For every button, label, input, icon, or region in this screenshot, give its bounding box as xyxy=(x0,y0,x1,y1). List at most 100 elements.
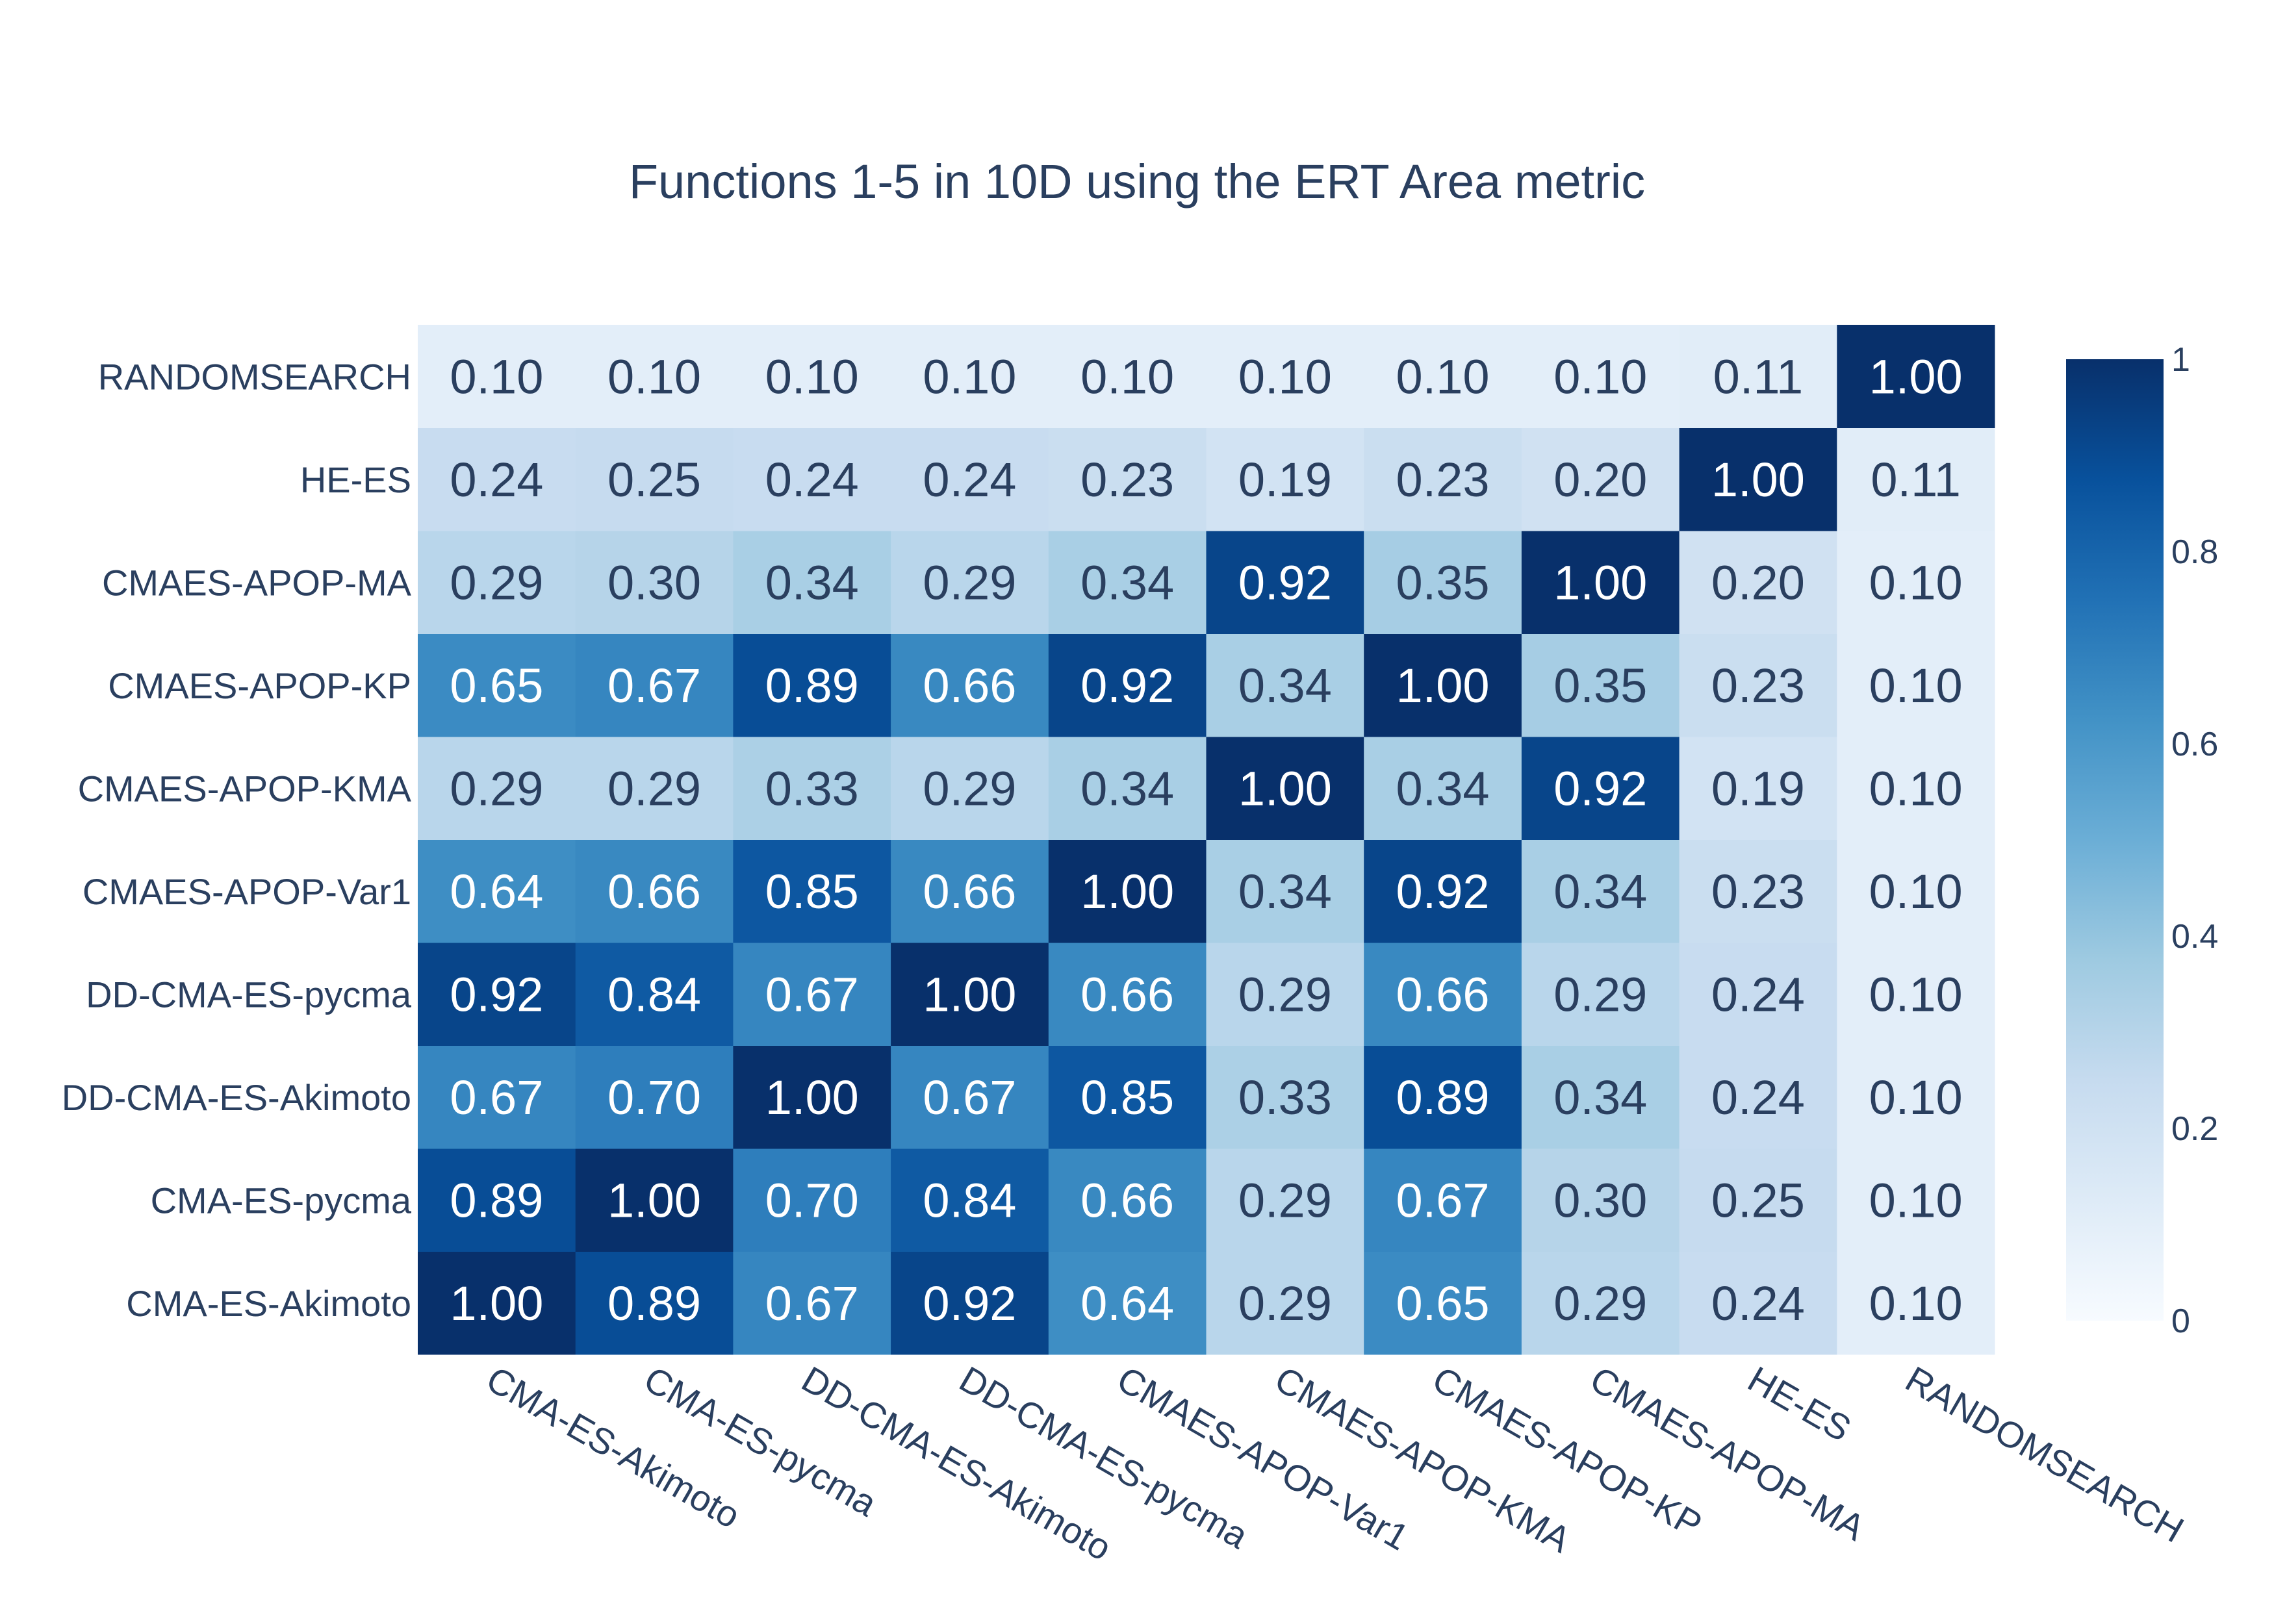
cell-value-label: 0.30 xyxy=(1553,1173,1647,1227)
cell-value-label: 0.33 xyxy=(1238,1071,1332,1124)
heatmap-cell xyxy=(418,737,576,840)
cell-value-label: 0.34 xyxy=(1238,659,1332,713)
heatmap-cell xyxy=(733,1148,891,1252)
cell-value-label: 0.10 xyxy=(1869,1071,1963,1124)
y-tick-label: CMAES-APOP-KP xyxy=(108,665,411,706)
cell-value-label: 0.29 xyxy=(450,761,543,815)
colorbar-tick-label: 0.8 xyxy=(2171,533,2218,571)
y-axis-labels: CMA-ES-Akimoto CMA-ES-pycma DD-CMA-ES-Akim… xyxy=(62,356,412,1324)
cell-value-label: 0.92 xyxy=(1238,555,1332,609)
heatmap-cell xyxy=(891,943,1049,1046)
cell-value-label: 0.92 xyxy=(1553,761,1647,815)
heatmap-cell xyxy=(891,633,1049,737)
heatmap-cell xyxy=(1521,1045,1680,1149)
heatmap-cell xyxy=(1837,1045,1995,1149)
cell-value-label: 0.23 xyxy=(1396,453,1490,507)
x-tick-label: CMAES-APOP-MA xyxy=(1583,1358,1872,1549)
cell-value-label: 0.10 xyxy=(607,349,701,403)
heatmap-cell xyxy=(1679,531,1837,634)
x-tick-label: CMA-ES-Akimoto xyxy=(479,1358,747,1536)
cell-value-label: 0.66 xyxy=(923,865,1016,919)
cell-value-label: 0.92 xyxy=(1080,659,1174,713)
cell-value-label: 1.00 xyxy=(765,1071,859,1124)
heatmap-cell xyxy=(1206,1148,1364,1252)
cell-value-label: 0.30 xyxy=(607,555,701,609)
heatmap-cell xyxy=(575,1251,734,1355)
colorbar-ticks: 0 0.2 0.4 0.6 0.8 1 xyxy=(2171,341,2218,1340)
heatmap-cell xyxy=(1679,1148,1837,1252)
y-tick-label: CMAES-APOP-KMA xyxy=(78,768,412,809)
heatmap-cell xyxy=(1364,427,1522,531)
heatmap-cell xyxy=(1206,943,1364,1046)
heatmap-cell xyxy=(1364,633,1522,737)
heatmap-cell xyxy=(1521,943,1680,1046)
cell-value-label: 0.24 xyxy=(1711,1276,1805,1330)
cell-value-label: 0.29 xyxy=(1238,1173,1332,1227)
heatmap-cell xyxy=(1679,1251,1837,1355)
heatmap-cell xyxy=(1837,1251,1995,1355)
cell-value-label: 0.24 xyxy=(450,453,543,507)
y-tick-label: RANDOMSEARCH xyxy=(98,356,411,397)
heatmap-cell xyxy=(733,531,891,634)
cell-value-label: 0.67 xyxy=(765,967,859,1021)
cell-value-label: 0.66 xyxy=(923,659,1016,713)
cell-value-label: 0.92 xyxy=(450,967,543,1021)
cell-value-label: 0.20 xyxy=(1553,453,1647,507)
cell-value-label: 0.89 xyxy=(1396,1071,1490,1124)
heatmap-cell xyxy=(733,1251,891,1355)
heatmap-cell xyxy=(1679,943,1837,1046)
x-tick-label: RANDOMSEARCH xyxy=(1899,1358,2191,1551)
cell-value-label: 0.10 xyxy=(1238,349,1332,403)
heatmap-cell xyxy=(1364,737,1522,840)
y-tick-label: CMAES-APOP-Var1 xyxy=(83,871,411,912)
heatmap-cell xyxy=(1206,531,1364,634)
heatmap-cell xyxy=(1521,427,1680,531)
cell-value-label: 1.00 xyxy=(1869,349,1963,403)
cell-value-label: 0.85 xyxy=(1080,1071,1174,1124)
y-tick-label: DD-CMA-ES-Akimoto xyxy=(62,1077,411,1118)
cell-value-label: 0.33 xyxy=(765,761,859,815)
heatmap-cell xyxy=(1679,427,1837,531)
heatmap-cell xyxy=(575,325,734,428)
colorbar-gradient xyxy=(2066,359,2164,1321)
heatmap-cell xyxy=(1048,325,1207,428)
cell-value-label: 0.34 xyxy=(1553,1071,1647,1124)
colorbar-tick-label: 0.6 xyxy=(2171,726,2218,763)
cell-value-label: 0.29 xyxy=(923,555,1016,609)
heatmap-cell xyxy=(1206,839,1364,943)
cell-value-label: 0.20 xyxy=(1711,555,1805,609)
cell-value-label: 0.66 xyxy=(1080,1173,1174,1227)
heatmap-cell xyxy=(1048,737,1207,840)
x-axis-labels: CMA-ES-AkimotoCMA-ES-pycmaDD-CMA-ES-Akim… xyxy=(479,1358,2190,1569)
heatmap-cell xyxy=(1679,633,1837,737)
heatmap-cell xyxy=(733,839,891,943)
cell-value-label: 0.70 xyxy=(765,1173,859,1227)
heatmap-cell xyxy=(1521,1148,1680,1252)
cell-value-label: 0.10 xyxy=(1869,1276,1963,1330)
y-tick-label: HE-ES xyxy=(300,459,411,500)
heatmap-cell xyxy=(1837,427,1995,531)
heatmap-cell xyxy=(575,839,734,943)
heatmap-cell xyxy=(1206,325,1364,428)
cell-value-label: 0.10 xyxy=(765,349,859,403)
cell-value-label: 0.25 xyxy=(607,453,701,507)
cell-value-label: 0.64 xyxy=(450,865,543,919)
heatmap-cell xyxy=(1679,839,1837,943)
cell-value-label: 0.84 xyxy=(923,1173,1016,1227)
cell-value-label: 1.00 xyxy=(1553,555,1647,609)
heatmap-cell xyxy=(1364,531,1522,634)
heatmap-cell xyxy=(575,1045,734,1149)
heatmap-cell xyxy=(733,325,891,428)
heatmap-cell xyxy=(1048,839,1207,943)
heatmap-cell xyxy=(1521,633,1680,737)
heatmap-cell xyxy=(891,1148,1049,1252)
cell-value-label: 0.10 xyxy=(450,349,543,403)
heatmap-cell xyxy=(733,427,891,531)
heatmap-cell xyxy=(1679,1045,1837,1149)
heatmap-cell xyxy=(1837,943,1995,1046)
heatmap-cell xyxy=(1364,1045,1522,1149)
x-tick-label: HE-ES xyxy=(1741,1358,1858,1449)
cell-value-label: 0.64 xyxy=(1080,1276,1174,1330)
heatmap-cell xyxy=(1206,1045,1364,1149)
